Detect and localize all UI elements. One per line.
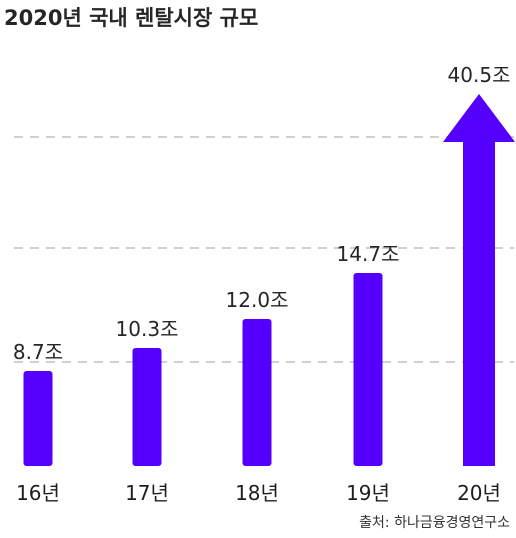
category-label-5: 20년 — [457, 481, 501, 505]
value-label-1: 8.7조 — [13, 340, 63, 364]
value-label-2: 10.3조 — [116, 317, 179, 341]
bar-4 — [353, 273, 383, 466]
grid-lines — [14, 136, 514, 363]
category-label-2: 17년 — [125, 481, 169, 505]
value-label-5: 40.5조 — [448, 63, 511, 87]
bar-2 — [132, 348, 162, 466]
source-note: 출처: 하나금융경영연구소 — [359, 515, 510, 531]
category-label-3: 18년 — [235, 481, 279, 505]
bar-1 — [23, 371, 53, 466]
bars — [23, 94, 515, 466]
value-label-3: 12.0조 — [226, 288, 289, 312]
category-label-1: 16년 — [16, 481, 60, 505]
category-label-4: 19년 — [346, 481, 390, 505]
chart-title: 2020년 국내 렌탈시장 규모 — [4, 6, 259, 30]
bar-arrow-5 — [443, 94, 515, 466]
value-label-4: 14.7조 — [337, 242, 400, 266]
category-labels: 16년 17년 18년 19년 20년 — [16, 481, 501, 505]
bar-3 — [242, 319, 272, 466]
value-labels: 8.7조 10.3조 12.0조 14.7조 40.5조 — [13, 63, 511, 364]
